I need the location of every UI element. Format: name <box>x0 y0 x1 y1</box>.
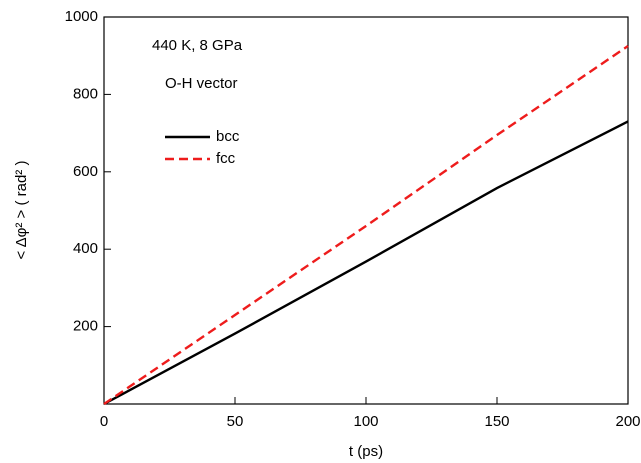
y-axis-label: < Δφ² > ( rad² ) <box>13 161 30 260</box>
x-tick-label: 200 <box>615 413 640 430</box>
annotation: O-H vector <box>165 75 238 92</box>
x-tick-label: 0 <box>100 413 108 430</box>
legend-label: bcc <box>216 128 240 145</box>
series-line <box>103 45 629 405</box>
x-axis-label: t (ps) <box>349 443 383 460</box>
y-tick-label: 600 <box>73 163 98 180</box>
annotation: 440 K, 8 GPa <box>152 37 243 54</box>
x-tick-label: 50 <box>227 413 244 430</box>
y-tick-label: 800 <box>73 85 98 102</box>
y-tick-label: 400 <box>73 240 98 257</box>
legend-label: fcc <box>216 150 236 167</box>
x-tick-label: 100 <box>353 413 378 430</box>
series-line <box>103 120 629 406</box>
y-tick-label: 200 <box>73 318 98 335</box>
y-tick-label: 1000 <box>65 8 98 25</box>
x-tick-label: 150 <box>484 413 509 430</box>
